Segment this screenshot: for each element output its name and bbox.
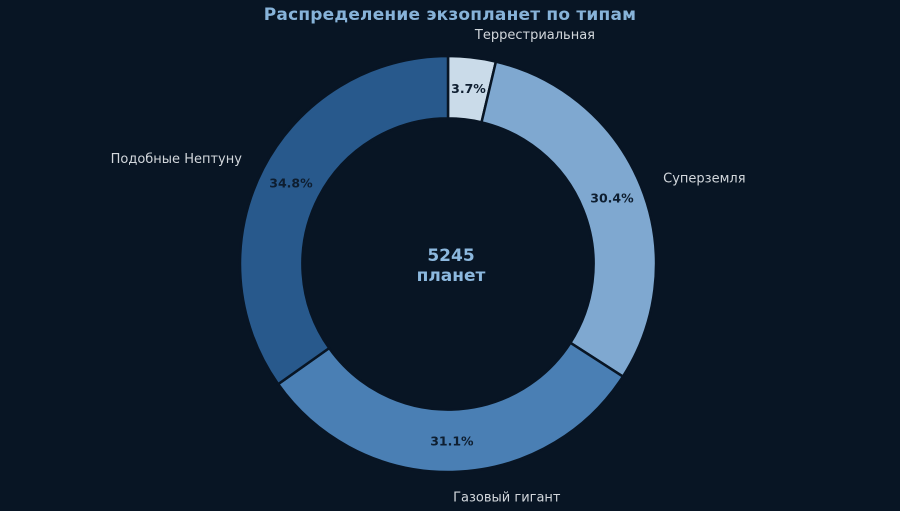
percent-label-super-earth: 30.4% [590, 190, 634, 205]
slice-label-super-earth: Суперземля [663, 172, 745, 187]
chart-title: Распределение экзопланет по типам [263, 5, 637, 25]
pie-slice-neptune-like[interactable] [238, 54, 450, 386]
percent-label-terrestrial: 3.7% [451, 81, 486, 96]
slice-label-gas-giant: Газовый гигант [453, 490, 561, 505]
percent-label-gas-giant: 31.1% [430, 433, 474, 448]
pie-slice-gas-giant[interactable] [276, 341, 625, 474]
pie-slice-super-earth[interactable] [480, 60, 658, 379]
slice-label-terrestrial: Террестриальная [474, 28, 595, 43]
percent-label-neptune-like: 34.8% [269, 175, 313, 190]
slice-label-neptune-like: Подобные Нептуну [111, 152, 243, 167]
